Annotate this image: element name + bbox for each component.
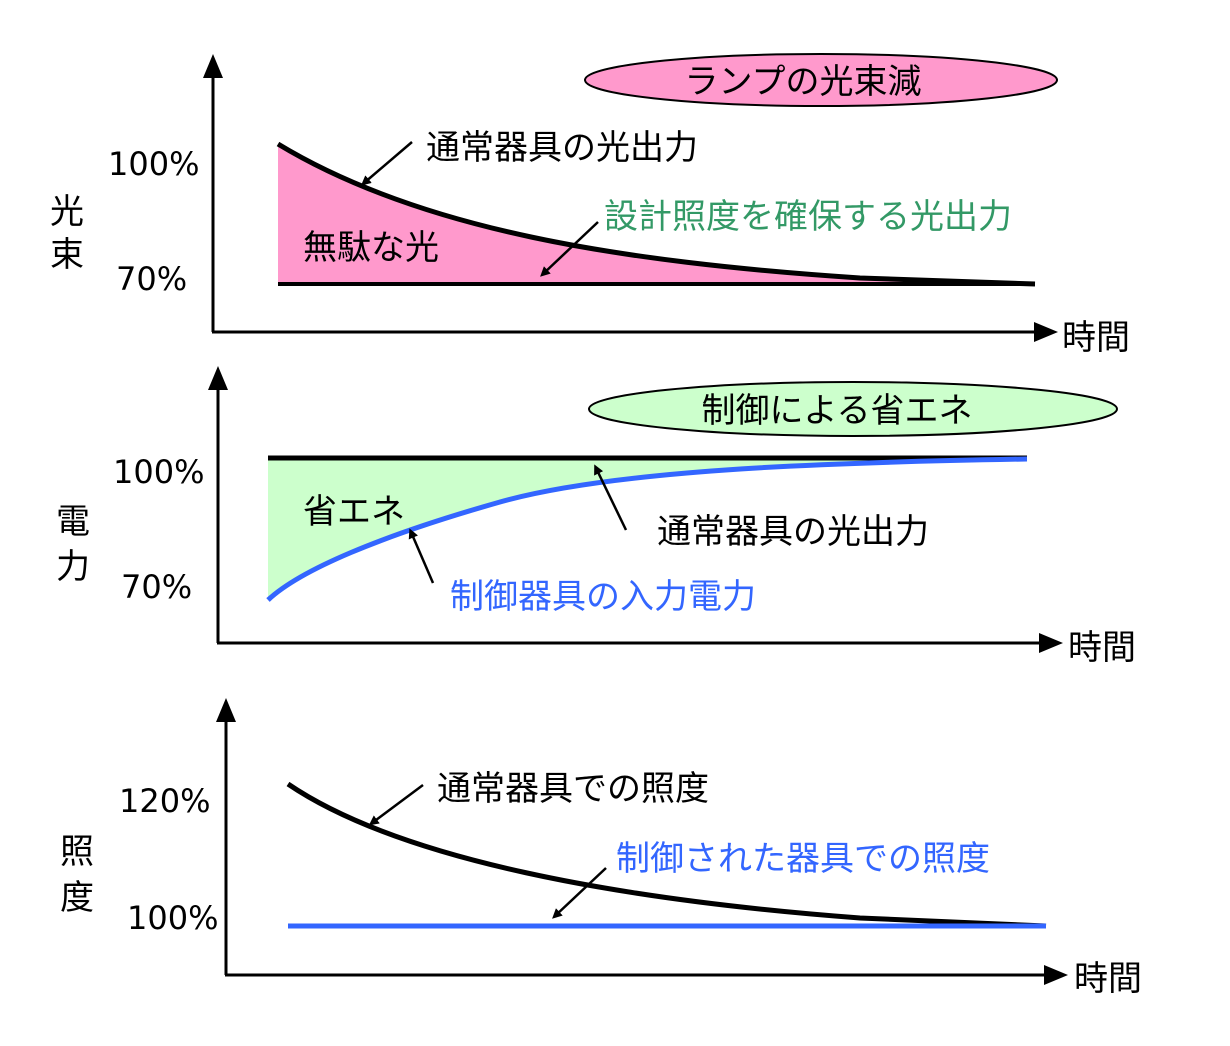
callout-design-output: 設計照度を確保する光出力 <box>604 197 1012 237</box>
callout-normal-output: 通常器具の光出力 <box>426 128 698 168</box>
y-axis-label-1: 照 <box>60 832 94 872</box>
y-axis-arrow-icon <box>216 698 236 722</box>
tick-100: 100% <box>127 899 218 937</box>
badge-ellipse <box>588 381 1118 437</box>
panel-lamp-lumen-decline: ランプの光束減 光 束 100% 70% 時間 通常器具の光出力 設計照度を確保… <box>50 53 1130 358</box>
tick-70: 70% <box>121 568 192 606</box>
callout-normal-arrow <box>594 464 628 531</box>
callout-normal-output: 通常器具の光出力 <box>657 512 929 552</box>
tick-70: 70% <box>116 260 187 298</box>
y-axis-label-1: 光 <box>50 192 84 232</box>
normal-output-curve <box>276 141 1036 287</box>
x-axis-label: 時間 <box>1062 318 1130 358</box>
badge-ellipse <box>584 53 1058 107</box>
y-axis-arrow-icon <box>208 366 228 390</box>
panel-energy-saving: 制御による省エネ 電 力 100% 70% 時間 省エネ 通常器具の光出力 制御… <box>56 366 1136 668</box>
badge-text: 制御による省エネ <box>702 391 973 431</box>
callout-normal-arrow <box>368 783 424 826</box>
callout-design-arrow <box>540 221 599 277</box>
y-axis-label-2: 度 <box>60 878 94 918</box>
wasted-light-label: 無駄な光 <box>303 228 439 268</box>
x-axis-arrow-icon <box>1039 633 1063 653</box>
badge-text: ランプの光束減 <box>685 62 922 102</box>
y-axis-arrow-icon <box>203 54 223 78</box>
callout-controlled-arrow <box>408 528 435 584</box>
callout-normal-illuminance: 通常器具での照度 <box>437 769 709 809</box>
energy-saving-label: 省エネ <box>303 492 405 532</box>
controlled-input-curve <box>266 456 1028 602</box>
energy-saving-area <box>268 458 1027 600</box>
tick-120: 120% <box>119 782 210 820</box>
normal-illuminance-curve <box>286 781 1047 929</box>
x-axis-label: 時間 <box>1074 959 1142 999</box>
y-axis-label-2: 束 <box>50 235 84 275</box>
callout-controlled-arrow <box>552 867 607 919</box>
y-axis-label-1: 電 <box>56 502 90 542</box>
tick-100: 100% <box>113 453 204 491</box>
callout-controlled-illuminance: 制御された器具での照度 <box>616 839 990 879</box>
x-axis-arrow-icon <box>1034 322 1058 342</box>
callout-controlled-input: 制御器具の入力電力 <box>450 577 756 617</box>
x-axis-label: 時間 <box>1068 628 1136 668</box>
tick-100: 100% <box>108 145 199 183</box>
callout-normal-arrow <box>360 141 413 186</box>
panel-illuminance: 照 度 120% 100% 時間 通常器具での照度 制御された器具での照度 <box>60 698 1142 999</box>
wasted-light-area <box>278 144 1035 284</box>
y-axis-label-2: 力 <box>56 547 90 587</box>
x-axis-arrow-icon <box>1044 965 1068 985</box>
